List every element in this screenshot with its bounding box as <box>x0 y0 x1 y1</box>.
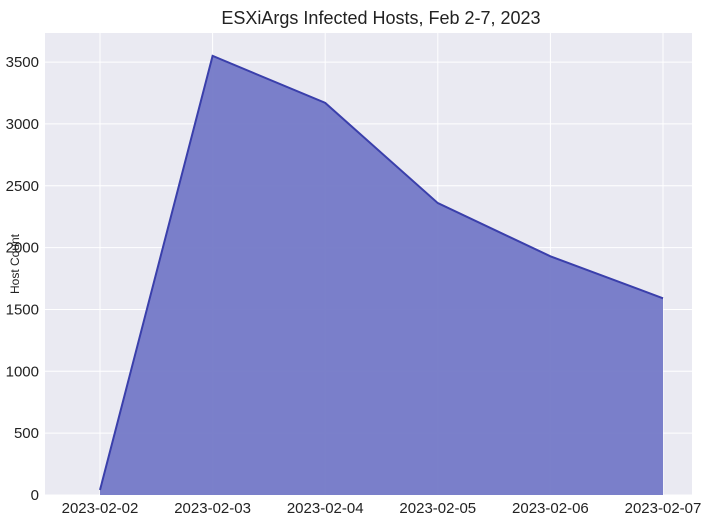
y-tick-label: 3500 <box>6 54 39 71</box>
y-tick-label: 3000 <box>6 116 39 133</box>
y-tick-label: 2500 <box>6 178 39 195</box>
line <box>99 54 664 491</box>
area <box>100 55 663 495</box>
y-tick-label: 1500 <box>6 301 39 318</box>
y-tick-label: 0 <box>31 487 39 504</box>
x-tick-label: 2023-02-07 <box>625 500 702 517</box>
x-tick-label: 2023-02-04 <box>287 500 364 517</box>
y-tick-label: 500 <box>14 425 39 442</box>
x-tick-label: 2023-02-02 <box>62 500 139 517</box>
x-tick-label: 2023-02-05 <box>399 500 476 517</box>
x-tick-label: 2023-02-03 <box>174 500 251 517</box>
y-tick-label: 1000 <box>6 363 39 380</box>
x-tick-label: 2023-02-06 <box>512 500 589 517</box>
chart-title: ESXiArgs Infected Hosts, Feb 2-7, 2023 <box>221 8 540 28</box>
y-tick-label: 2000 <box>6 240 39 257</box>
y-axis-label: Host Count <box>8 233 22 294</box>
